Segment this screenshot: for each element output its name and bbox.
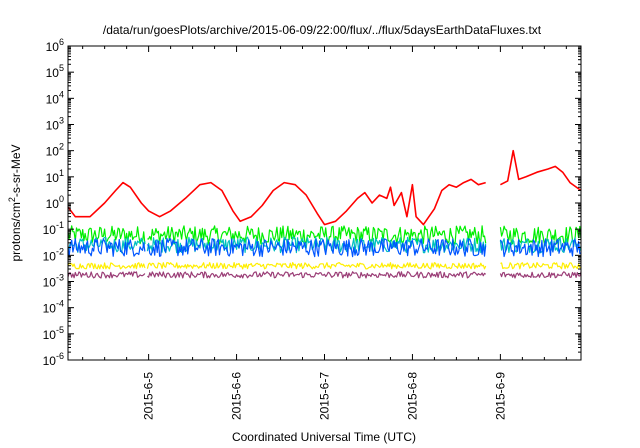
y-tick-label: 10-3 [43,273,64,290]
y-tick-label: 104 [46,89,64,106]
y-tick-label: 105 [46,63,64,80]
y-tick-label: 102 [46,142,64,159]
y-tick-label: 10-6 [43,351,64,368]
x-axis-label: Coordinated Universal Time (UTC) [232,430,416,444]
series-layer [67,149,582,279]
y-axis: 10-6 10-5 10-4 10-3 10-2 10-1 100 101 102 103 104 1… [43,37,581,368]
x-tick-label: 2015-6-6 [230,372,244,420]
plot-frame [67,45,582,361]
y-tick-label: 103 [46,116,64,133]
x-tick-label: 2015-6-9 [493,372,507,420]
y-tick-label: 10-4 [43,299,64,316]
series-line [67,237,582,258]
y-tick-label: 101 [46,168,64,185]
y-axis-label: protons/cm2-s-sr-MeV [7,144,23,261]
x-tick-label: 2015-6-5 [142,372,156,420]
y-tick-label: 10-2 [43,246,64,263]
x-tick-label: 2015-6-7 [318,372,332,420]
y-tick-label: 106 [46,37,64,54]
series-line [67,149,582,226]
y-tick-label: 10-1 [43,220,64,237]
chart-title: /data/run/goesPlots/archive/2015-06-09/2… [103,23,542,37]
y-tick-label: 100 [46,194,64,211]
x-axis: 2015-6-5 2015-6-6 2015-6-7 2015-6-8 2015-6-9 [82,46,567,420]
x-tick-label: 2015-6-8 [405,372,419,420]
y-tick-label: 10-5 [43,325,64,342]
series-line [67,271,582,279]
series-line [67,262,582,270]
